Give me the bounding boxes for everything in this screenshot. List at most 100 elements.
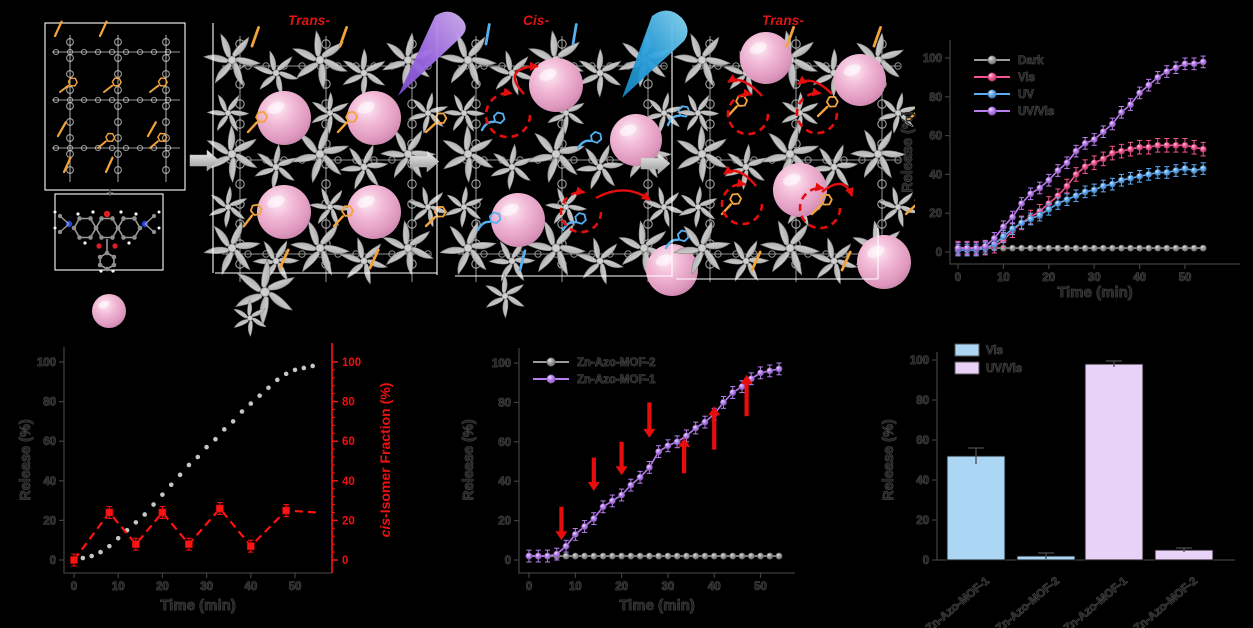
chart-text: 0 [50, 555, 56, 567]
axis-text-red: 40 [342, 476, 355, 488]
panel3-cis-label: Cis- [523, 13, 550, 28]
chart-text: Release (%) [461, 419, 477, 501]
cis-azobenzene-pendant [476, 211, 502, 232]
trans-azobenzene-pendant [368, 248, 380, 270]
trans-azobenzene-pendant [810, 193, 833, 216]
bar-zn-azo-mof-2-vis [1016, 552, 1076, 561]
trans-azobenzene-pendant [56, 121, 67, 138]
trans-azobenzene-pendant [146, 121, 157, 138]
chart-text: 40 [929, 169, 942, 181]
chart-text: 60 [916, 435, 929, 447]
chart-text: 100 [492, 358, 511, 370]
chart-text: UV/Vis [1018, 106, 1054, 118]
trans-azobenzene-pendant [53, 20, 63, 38]
trans-azobenzene-pendant [484, 23, 491, 46]
axes: 0 10 20 30 40 50 0 20 40 60 80 100 Time (min) Release… [461, 348, 795, 614]
trans-azobenzene-pendant [242, 203, 263, 228]
trans-azobenzene-pendant [97, 132, 116, 149]
axes: 0 10 20 30 40 50 0 20 40 60 80 100 Time (min) Release… [900, 40, 1240, 301]
legend: Vis UV/Vis [954, 343, 1023, 375]
trans-azobenzene-pendant [338, 26, 348, 48]
bar-zn-azo-mof-2-uv-vis [1154, 547, 1214, 561]
rotor-rotation-arrow [795, 87, 839, 135]
chart-text: Time (min) [619, 597, 695, 614]
chart-text: 0 [923, 555, 929, 567]
bar-zn-azo-mof-1-uv-vis [1084, 360, 1144, 561]
trans-azobenzene-pendant [571, 23, 578, 46]
guest-motion-arrow [513, 61, 539, 95]
trans-azobenzene-pendant [816, 95, 839, 118]
guest-motion-arrow [727, 74, 763, 97]
chart-text: 0 [955, 272, 961, 284]
chart-text: 60 [43, 436, 56, 448]
chart-text: UV [1018, 89, 1034, 101]
trans-azobenzene-pendant [149, 77, 168, 93]
right-axis-label: cis-Isomer Fraction (%) [377, 383, 393, 538]
cis-azobenzene-pendant [576, 131, 603, 150]
trans-azobenzene-pendant [424, 205, 447, 228]
trans-azobenzene-pendant [904, 194, 915, 216]
bar-zn-azo-mof-1-vis [946, 447, 1006, 561]
trans-azobenzene-pendant [278, 248, 290, 270]
dye-sphere-legend [92, 294, 126, 328]
axis-text-red: 0 [342, 555, 348, 567]
rotor-rotation-arrow [484, 87, 532, 139]
chart-release-bar-summary: 0 20 40 60 80 100 Release (%) Zn-Azo-MOF-1 Zn-Az… [873, 328, 1253, 628]
chart-text: UV/Vis [986, 363, 1022, 375]
chart-text: Zn-Azo-MOF-1 [1062, 575, 1130, 628]
guest-motion-arrow [723, 165, 757, 187]
trans-azobenzene-pendant [840, 250, 852, 272]
chart-text: Zn-Azo-MOF-1 [924, 575, 992, 628]
step-arrow-icon [640, 152, 671, 175]
axis-text-red: 20 [342, 515, 355, 527]
cis-azobenzene-pendant [561, 212, 587, 232]
chart-text: Time (min) [1057, 284, 1133, 301]
chart-text: 80 [43, 397, 56, 409]
chart-text: Zn-Azo-MOF-2 [994, 575, 1062, 628]
chart-text: 40 [244, 581, 257, 593]
chart-text: 40 [43, 476, 56, 488]
empty-framework-lattice [52, 20, 180, 182]
axis-text-red: 80 [342, 397, 355, 409]
chart-text: Release (%) [900, 111, 916, 193]
mof-panel-trans-release [663, 24, 915, 294]
chart-text: 40 [1133, 272, 1146, 284]
chart-text: 30 [1088, 272, 1101, 284]
guest-motion-arrow [797, 75, 833, 95]
chart-text: Time (min) [160, 597, 236, 614]
legend: Zn-Azo-MOF-2 Zn-Azo-MOF-1 [533, 357, 656, 386]
chart-text: 20 [498, 516, 511, 528]
chart-text: 10 [569, 581, 582, 593]
step-arrow-icon [189, 149, 220, 172]
axis-text-red: 100 [342, 357, 361, 369]
series-uv-vis [954, 55, 1207, 255]
chart-text: 60 [498, 437, 511, 449]
step-arrow-icon [409, 150, 440, 173]
trans-azobenzene-pendant [518, 249, 527, 272]
dye-molecule-model [53, 210, 161, 273]
panel-borders [212, 23, 879, 280]
chart-text: 80 [916, 395, 929, 407]
chart-text: 10 [997, 272, 1010, 284]
chart-release-kinetics-light-conditions: 0 10 20 30 40 50 0 20 40 60 80 100 Time (min) Release… [888, 14, 1253, 314]
series-cis-fraction [70, 502, 318, 567]
series-zn-azo-mof-2 [525, 552, 783, 560]
mof-panel-trans-loaded [193, 24, 456, 294]
trans-azobenzene-pendant [104, 156, 114, 174]
schematic-canvas: + [44, 10, 915, 344]
axes: 0 20 40 60 80 100 Release (%) [881, 352, 1235, 567]
series-zn-azo-mof-1 [525, 362, 783, 563]
chart-text: 60 [929, 131, 942, 143]
chart-text: 30 [662, 581, 675, 593]
panel1-framework-and-guest: + [44, 20, 186, 328]
chart-text: Release (%) [18, 419, 34, 501]
chart-text: 40 [708, 581, 721, 593]
panel2-trans-label: Trans- [288, 13, 331, 28]
trans-azobenzene-pendant [785, 26, 795, 48]
uv-light-cone [398, 11, 466, 96]
panel4-trans-label: Trans- [762, 13, 805, 28]
chart-text: 50 [1179, 272, 1192, 284]
chart-text: 0 [526, 581, 532, 593]
chart-text: 20 [1042, 272, 1055, 284]
